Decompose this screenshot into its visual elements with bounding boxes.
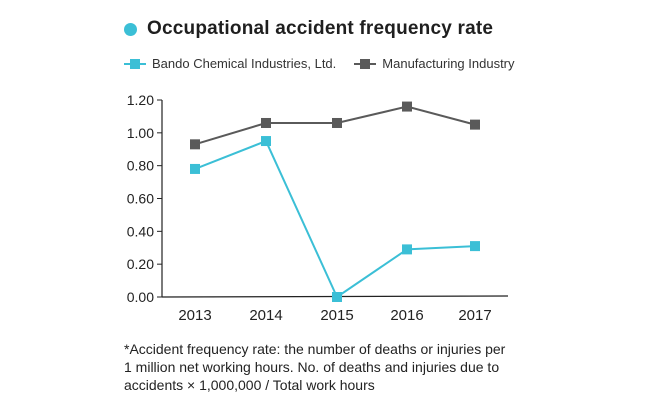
title-row: Occupational accident frequency rate — [124, 18, 493, 40]
series-0-point-1 — [261, 136, 271, 147]
y-tick-label-0: 0.00 — [127, 289, 154, 305]
chart-title: Occupational accident frequency rate — [147, 18, 494, 39]
series-1-point-0 — [190, 139, 200, 150]
legend-square-manufacturing — [360, 58, 371, 69]
legend-item-bando: Bando Chemical Industries, Ltd. — [124, 56, 336, 71]
series-1-point-3 — [402, 101, 412, 112]
x-tick-label-2: 2015 — [320, 307, 353, 324]
x-tick-label-1: 2014 — [249, 307, 282, 324]
y-tick-label-5: 1.00 — [127, 125, 154, 141]
series-0-point-0 — [190, 163, 200, 174]
legend: Bando Chemical Industries, Ltd. Manufact… — [124, 56, 533, 71]
y-tick-label-1: 0.20 — [127, 256, 154, 272]
series-1-point-1 — [261, 117, 271, 128]
series-0-point-3 — [402, 244, 412, 255]
series-1-point-2 — [332, 117, 342, 128]
x-tick-label-4: 2017 — [458, 307, 491, 324]
legend-item-manufacturing: Manufacturing Industry — [354, 56, 515, 71]
y-tick-label-6: 1.20 — [127, 92, 154, 108]
x-tick-label-0: 2013 — [178, 307, 211, 324]
legend-square-marker-icon — [124, 58, 146, 69]
y-tick-label-4: 0.80 — [127, 158, 154, 174]
title-dot-icon — [124, 22, 137, 36]
footnote: *Accident frequency rate: the number of … — [124, 341, 506, 393]
legend-label-bando: Bando Chemical Industries, Ltd. — [152, 56, 337, 71]
legend-square-marker-icon — [354, 58, 377, 69]
y-tick-label-2: 0.40 — [127, 223, 154, 239]
x-tick-label-3: 2016 — [390, 307, 423, 324]
legend-square-bando — [130, 58, 140, 69]
series-0-point-2 — [332, 292, 342, 302]
series-1-point-4 — [470, 119, 480, 130]
legend-label-manufacturing: Manufacturing Industry — [382, 56, 515, 71]
series-0-point-4 — [470, 241, 480, 252]
y-tick-label-3: 0.60 — [127, 191, 154, 207]
series-line-0 — [194, 139, 476, 299]
